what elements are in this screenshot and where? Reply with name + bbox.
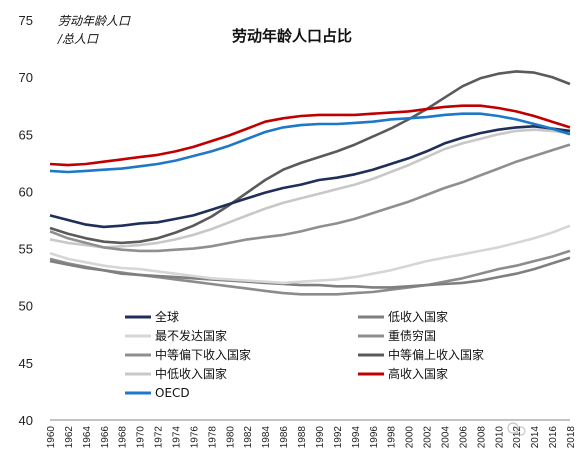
x-tick-label: 1964 [82, 426, 93, 449]
x-tick-label: 1962 [64, 426, 75, 449]
x-tick-label: 2016 [548, 426, 559, 449]
x-tick-label: 1996 [369, 426, 380, 449]
x-tick-label: 1982 [243, 426, 254, 449]
x-tick-label: 1984 [261, 426, 272, 449]
x-tick-label: 1974 [172, 426, 183, 449]
series-line [49, 143, 571, 253]
x-tick-label: 1990 [315, 426, 326, 449]
series-line [49, 104, 571, 167]
x-tick-label: 1998 [387, 426, 398, 449]
x-tick-label: 2006 [458, 426, 469, 449]
x-tick-label: 2002 [423, 426, 434, 449]
x-axis: 1960 1962 1964 1966 1968 1970 1972 1974 1976 1978… [46, 426, 577, 449]
legend-label: OECD [155, 386, 190, 400]
x-tick-label: 1970 [136, 426, 147, 449]
y-tick-label: 70 [19, 70, 33, 85]
x-tick-label: 2010 [494, 426, 505, 449]
x-tick-label: 2012 [512, 426, 523, 449]
y-tick-label: 45 [19, 356, 33, 371]
legend-label: 中等偏下收入国家 [155, 347, 251, 362]
x-tick-label: 2004 [440, 426, 451, 449]
legend-label: 重债穷国 [388, 328, 436, 343]
x-tick-label: 1986 [279, 426, 290, 449]
y-axis: 40 45 50 55 60 65 70 75 [19, 13, 33, 428]
series-lines [49, 70, 571, 296]
series-line [49, 125, 571, 229]
x-tick-label: 1960 [46, 426, 57, 449]
series-line [49, 128, 571, 249]
x-tick-label: 1972 [154, 426, 165, 449]
x-tick-label: 2000 [405, 426, 416, 449]
y-tick-label: 75 [19, 13, 33, 28]
y-axis-label-line-1: 劳动年龄人口 [58, 14, 131, 28]
legend-label: 中低收入国家 [155, 366, 227, 381]
y-tick-label: 50 [19, 299, 33, 314]
series-line [49, 112, 571, 174]
chart-title: 劳动年龄人口占比 [232, 27, 352, 45]
series-line [49, 70, 571, 245]
x-tick-label: 1994 [351, 426, 362, 449]
legend-label: 低收入国家 [388, 309, 448, 324]
y-tick-label: 65 [19, 127, 33, 142]
x-tick-label: 1966 [100, 426, 111, 449]
series-line [49, 256, 571, 289]
legend-label: 最不发达国家 [155, 328, 227, 343]
y-tick-label: 55 [19, 242, 33, 257]
y-tick-label: 60 [19, 184, 33, 199]
x-tick-label: 2018 [566, 426, 577, 449]
x-tick-label: 1980 [225, 426, 236, 449]
legend-label: 中等偏上收入国家 [388, 347, 484, 362]
y-axis-label-line-2: /总人口 [57, 32, 99, 46]
x-tick-label: 1992 [333, 426, 344, 449]
x-tick-label: 1976 [189, 426, 200, 449]
legend-label: 高收入国家 [388, 366, 448, 381]
x-tick-label: 1968 [118, 426, 129, 449]
series-line [49, 224, 571, 285]
y-tick-label: 40 [19, 413, 33, 428]
legend-label: 全球 [155, 309, 179, 324]
x-tick-label: 1978 [207, 426, 218, 449]
x-tick-label: 2008 [476, 426, 487, 449]
x-tick-label: 1988 [297, 426, 308, 449]
x-tick-label: 2014 [530, 426, 541, 449]
watermark-icon [507, 422, 526, 436]
